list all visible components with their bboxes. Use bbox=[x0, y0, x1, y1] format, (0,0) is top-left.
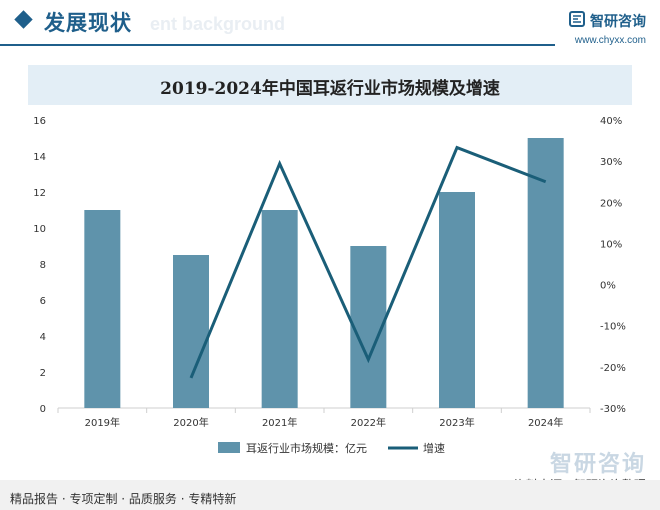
brand-url: www.chyxx.com bbox=[574, 34, 646, 46]
legend-bar-swatch bbox=[218, 442, 240, 453]
legend-bar-label: 耳返行业市场规模：亿元 bbox=[246, 441, 367, 455]
y-right-tick-label: 20% bbox=[600, 198, 622, 209]
legend-line-label: 增速 bbox=[423, 441, 445, 455]
y-left-tick-label: 8 bbox=[40, 260, 46, 271]
bar bbox=[261, 210, 298, 408]
bar bbox=[439, 192, 475, 408]
y-left-tick-label: 0 bbox=[40, 404, 46, 415]
chart-title: 2019-2024年中国耳返行业市场规模及增速 bbox=[160, 79, 500, 99]
y-left-tick-label: 14 bbox=[33, 152, 46, 163]
y-left-tick-label: 12 bbox=[33, 188, 46, 199]
diamond-bullet-icon bbox=[14, 10, 33, 29]
brand-name: 智研咨询 bbox=[590, 13, 646, 30]
y-right-tick-label: -20% bbox=[600, 363, 626, 374]
x-category-label: 2023年 bbox=[439, 416, 474, 429]
y-right-tick-label: 30% bbox=[600, 157, 622, 168]
footer-bar bbox=[0, 480, 660, 510]
y-right-tick-label: -10% bbox=[600, 322, 626, 333]
y-left-tick-label: 6 bbox=[40, 296, 46, 307]
y-right-tick-label: 40% bbox=[600, 116, 622, 127]
x-category-label: 2024年 bbox=[528, 416, 563, 429]
footer-tagline: 精品报告 · 专项定制 · 品质服务 · 专精特新 bbox=[10, 492, 237, 506]
bar bbox=[84, 210, 121, 408]
page-title: 发展现状 bbox=[44, 11, 132, 35]
y-left-tick-label: 16 bbox=[33, 116, 46, 127]
brand-logo-icon bbox=[568, 10, 585, 31]
page-header: ent background 发展现状 智研咨询 www.chyxx.com bbox=[0, 0, 660, 46]
bar bbox=[527, 138, 564, 408]
y-left-tick-label: 10 bbox=[33, 224, 46, 235]
x-category-label: 2020年 bbox=[173, 416, 208, 429]
x-category-label: 2021年 bbox=[262, 416, 297, 429]
y-left-tick-label: 4 bbox=[40, 332, 46, 343]
y-right-tick-label: -30% bbox=[600, 404, 626, 415]
footer-brand-watermark: 智研咨询 bbox=[549, 452, 646, 477]
y-right-tick-label: 0% bbox=[600, 281, 616, 292]
x-category-label: 2022年 bbox=[351, 416, 386, 429]
brand-block: 智研咨询 www.chyxx.com bbox=[568, 10, 646, 46]
x-category-label: 2019年 bbox=[85, 416, 120, 429]
chart-title-bar: 2019-2024年中国耳返行业市场规模及增速 bbox=[28, 65, 632, 105]
y-right-tick-label: 10% bbox=[600, 239, 622, 250]
bar bbox=[173, 255, 209, 408]
header-background-word: ent background bbox=[150, 14, 286, 34]
header-divider bbox=[0, 44, 555, 46]
y-left-tick-label: 2 bbox=[40, 368, 46, 379]
combo-chart: 0 2 4 6 8 10 12 14 16 -30% -20% -10% 0% 10% 20% 30% 40% 2… bbox=[33, 116, 626, 455]
growth-line bbox=[189, 145, 547, 379]
